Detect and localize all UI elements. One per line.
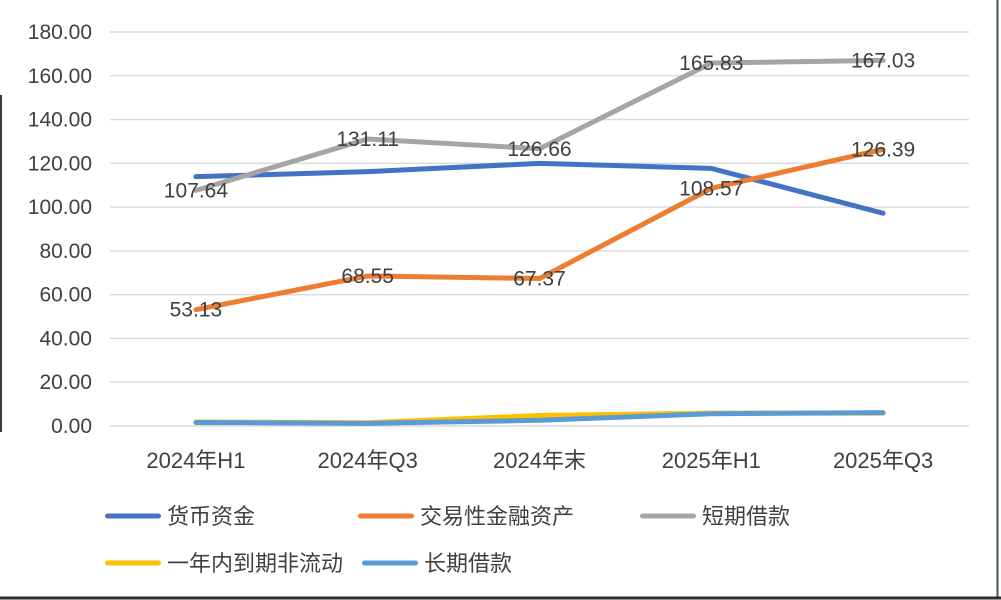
y-tick-label: 120.00 (28, 152, 92, 175)
legend-item: 货币资金 (105, 504, 255, 529)
y-tick-label: 80.00 (39, 240, 92, 263)
x-tick-label: 2024年Q3 (318, 448, 418, 473)
y-axis-tick-labels: 0.00 20.00 40.00 60.00 80.00 100.00 120.00 140.… (28, 21, 92, 438)
gridlines (110, 31, 969, 427)
series-line (193, 146, 886, 313)
series-line (193, 160, 886, 216)
data-label: 68.55 (341, 265, 394, 288)
legend-label: 交易性金融资产 (420, 504, 574, 529)
x-tick-label: 2024年H1 (146, 448, 245, 473)
legend-swatch (358, 513, 414, 519)
data-label: 108.57 (679, 177, 743, 200)
x-axis-tick-labels: 2024年H1 2024年Q3 2024年末 2025年H1 2025年Q3 (146, 448, 933, 473)
y-tick-label: 20.00 (39, 371, 92, 394)
legend-swatch (362, 560, 418, 566)
legend-swatch (640, 513, 696, 519)
legend-swatch (105, 513, 161, 519)
data-label: 107.64 (164, 179, 229, 202)
data-label: 126.66 (507, 138, 571, 161)
data-label: 167.03 (851, 49, 915, 72)
series-line (193, 57, 886, 193)
data-label: 126.39 (851, 138, 915, 161)
legend-label: 货币资金 (167, 504, 255, 529)
legend-label: 一年内到期非流动 (167, 551, 343, 576)
data-label: 131.11 (336, 128, 399, 151)
y-tick-label: 160.00 (28, 65, 92, 88)
data-label: 165.83 (679, 52, 743, 75)
x-tick-label: 2025年H1 (662, 448, 761, 473)
legend-item: 交易性金融资产 (358, 504, 574, 529)
legend-label: 短期借款 (702, 504, 790, 529)
y-tick-label: 140.00 (28, 109, 92, 132)
y-tick-label: 40.00 (39, 327, 92, 350)
data-label: 53.13 (170, 299, 223, 322)
legend-label: 长期借款 (424, 551, 512, 576)
x-tick-label: 2025年Q3 (833, 448, 933, 473)
y-tick-label: 60.00 (39, 284, 92, 307)
x-tick-label: 2024年末 (493, 448, 586, 473)
legend-item: 一年内到期非流动 (105, 551, 343, 576)
y-tick-label: 100.00 (28, 196, 92, 219)
series-lines (193, 57, 886, 426)
y-tick-label: 0.00 (51, 415, 92, 438)
data-label: 67.37 (513, 268, 566, 291)
legend-item: 长期借款 (362, 551, 512, 576)
y-tick-label: 180.00 (28, 21, 92, 44)
series-line (193, 410, 886, 426)
data-labels: 53.13 68.55 67.37 108.57 126.39 107.64 131.11 1… (164, 49, 915, 321)
legend-swatch (105, 560, 161, 566)
legend-item: 短期借款 (640, 504, 790, 529)
